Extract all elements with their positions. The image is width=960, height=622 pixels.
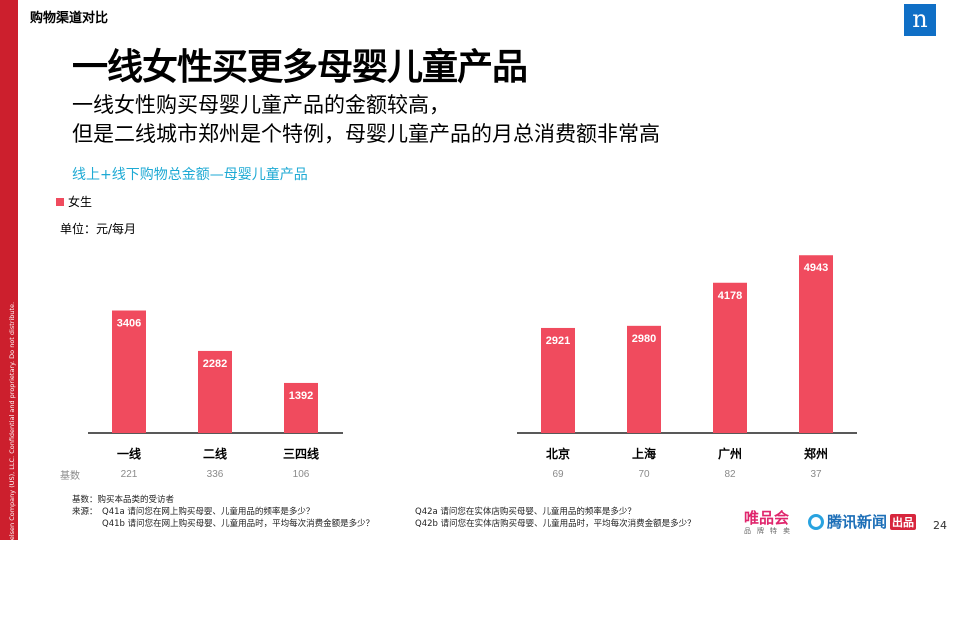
bar — [284, 382, 318, 433]
tencent-news-logo: 腾讯新闻 出品 — [808, 511, 917, 532]
vip-brand-name: 唯品会 — [744, 509, 790, 527]
footnote-source-label: 来源： — [72, 507, 98, 517]
chart-title: 线上+线下购物总金额—母婴儿童产品 — [72, 167, 308, 183]
tencent-news-name: 腾讯新闻 — [827, 513, 888, 531]
slide-subtitle: 一线女性购买母婴儿童产品的金额较高， 但是二线城市郑州是个特例，母婴儿童产品的月… — [72, 91, 660, 149]
data-label: 2921 — [546, 335, 570, 347]
footnote-q42b: Q42b 请问您在实体店购买母婴、儿童用品时，平均每次消费金额是多少？ — [415, 519, 696, 529]
footnote-q42a: Q42a 请问您在实体店购买母婴、儿童用品的频率是多少？ — [415, 507, 636, 517]
page-number: 24 — [933, 519, 947, 532]
section-label: 购物渠道对比 — [30, 11, 109, 26]
category-label: 一线 — [117, 446, 141, 461]
category-label: 二线 — [203, 446, 227, 461]
base-count: 82 — [724, 469, 736, 480]
bar — [799, 255, 833, 433]
bar — [713, 282, 747, 433]
vip-brand-logo: 唯品会 品牌特卖 — [744, 510, 796, 536]
subtitle-line-2: 但是二线城市郑州是个特例，母婴儿童产品的月总消费额非常高 — [72, 122, 660, 146]
legend-swatch-icon — [56, 198, 64, 206]
base-count: 336 — [207, 469, 224, 480]
left-red-strip — [0, 0, 18, 540]
tencent-news-icon — [808, 513, 824, 530]
chart-legend: 女生 — [56, 193, 92, 210]
data-label: 3406 — [117, 318, 141, 330]
category-label: 北京 — [546, 446, 570, 461]
base-count: 106 — [293, 469, 310, 480]
base-count: 37 — [810, 469, 822, 480]
unit-label: 单位：元/每月 — [60, 222, 137, 236]
footnote-base: 基数：购买本品类的受访者 — [72, 495, 175, 505]
footnote-q41b: Q41b 请问您在网上购买母婴、儿童用品时，平均每次消费金额是多少？ — [102, 519, 375, 529]
data-label: 4943 — [804, 262, 828, 274]
bar — [112, 310, 146, 433]
tencent-news-badge: 出品 — [890, 513, 917, 530]
data-label: 2980 — [632, 333, 656, 345]
nielsen-logo-icon: n — [904, 4, 936, 36]
category-label: 广州 — [718, 446, 742, 461]
base-count: 70 — [638, 469, 650, 480]
data-label: 1392 — [289, 390, 313, 402]
bar-chart: 3406 一线 221 2282 二线 336 1392 三四线 106 2921 北京 69 2980… — [88, 255, 857, 480]
legend-label: 女生 — [68, 195, 93, 209]
bar — [627, 325, 661, 433]
category-label: 三四线 — [283, 446, 319, 461]
category-label: 上海 — [632, 446, 656, 461]
vip-brand-tag: 品牌特卖 — [744, 527, 796, 535]
bar — [541, 327, 575, 433]
data-label: 2282 — [203, 358, 227, 370]
category-label: 郑州 — [804, 446, 828, 461]
base-count: 221 — [121, 469, 138, 480]
slide-title: 一线女性买更多母婴儿童产品 — [72, 47, 528, 88]
bar — [198, 350, 232, 433]
base-count: 69 — [552, 469, 564, 480]
footnote-q41a: Q41a 请问您在网上购买母婴、儿童用品的频率是多少？ — [102, 507, 315, 517]
subtitle-line-1: 一线女性购买母婴儿童产品的金额较高， — [72, 93, 450, 117]
data-label: 4178 — [718, 290, 742, 302]
base-count-label: 基数 — [60, 471, 80, 482]
